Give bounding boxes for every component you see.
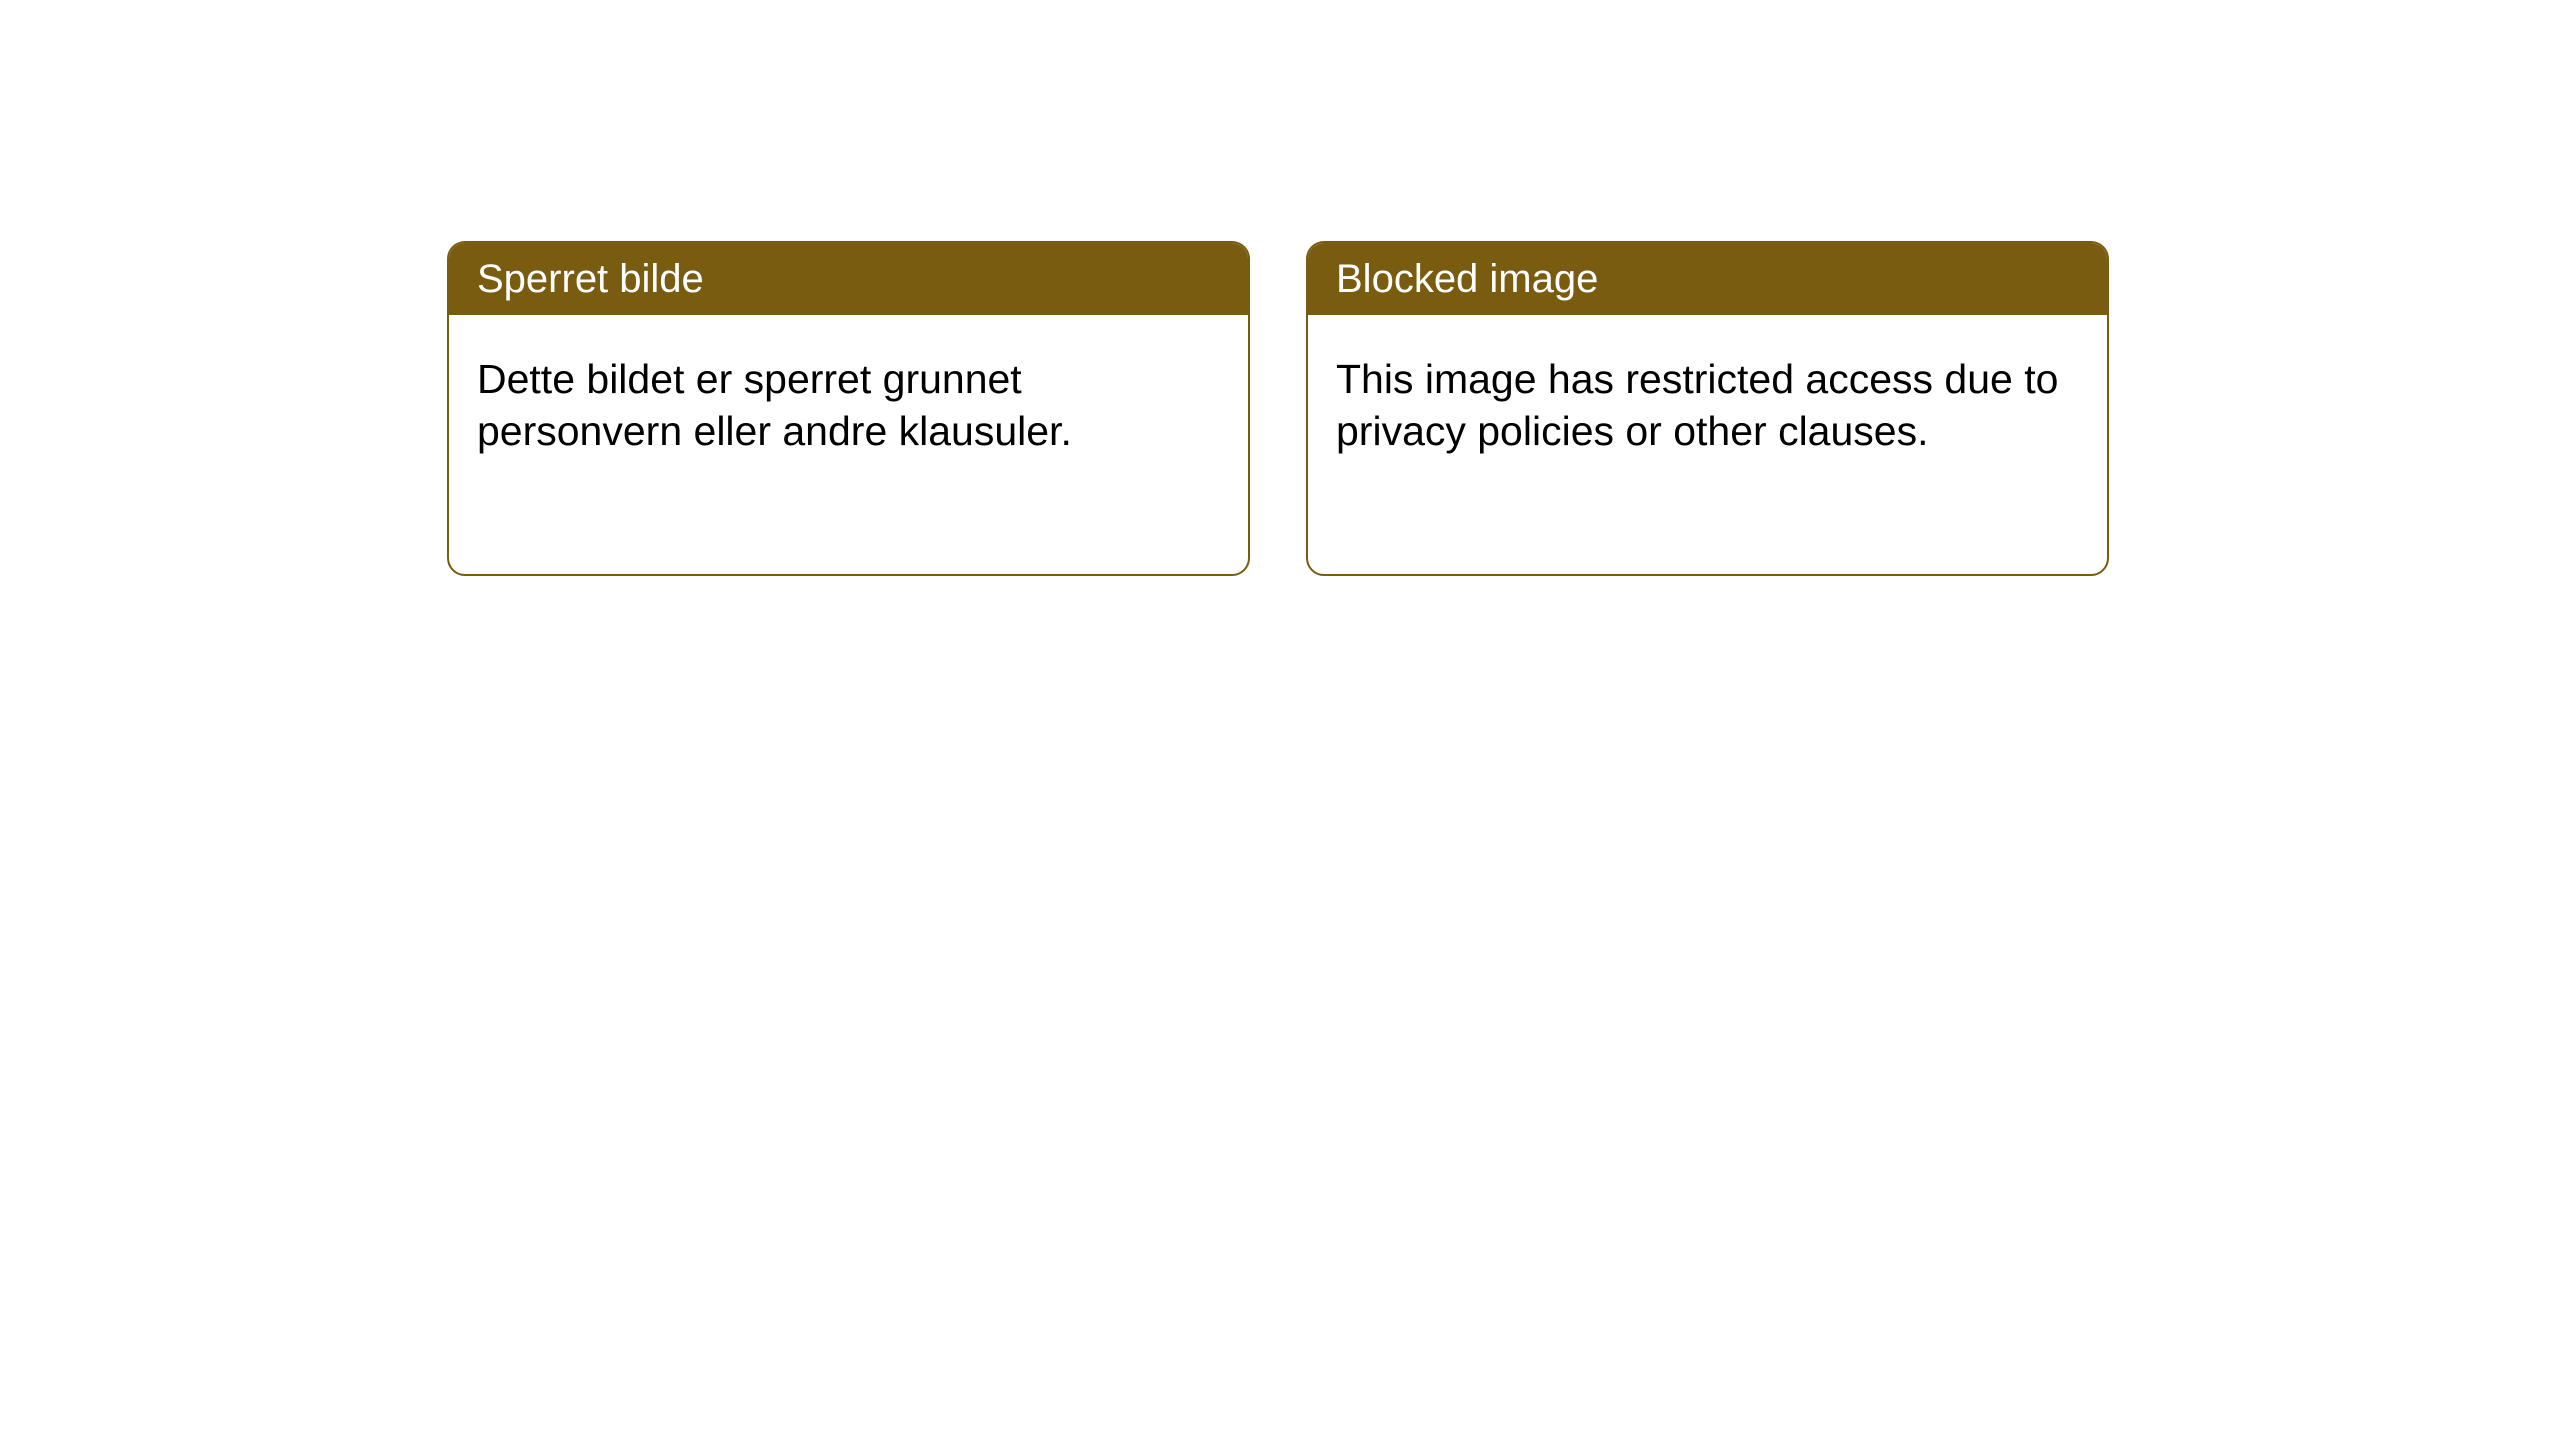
- card-body-text: This image has restricted access due to …: [1336, 356, 2058, 454]
- notice-card-norwegian: Sperret bilde Dette bildet er sperret gr…: [447, 241, 1250, 576]
- card-title: Blocked image: [1336, 257, 1598, 301]
- card-body-text: Dette bildet er sperret grunnet personve…: [477, 356, 1072, 454]
- card-header: Sperret bilde: [449, 243, 1248, 315]
- notice-cards-container: Sperret bilde Dette bildet er sperret gr…: [447, 241, 2109, 576]
- card-title: Sperret bilde: [477, 257, 704, 301]
- card-header: Blocked image: [1308, 243, 2107, 315]
- card-body: This image has restricted access due to …: [1308, 315, 2107, 495]
- notice-card-english: Blocked image This image has restricted …: [1306, 241, 2109, 576]
- card-body: Dette bildet er sperret grunnet personve…: [449, 315, 1248, 495]
